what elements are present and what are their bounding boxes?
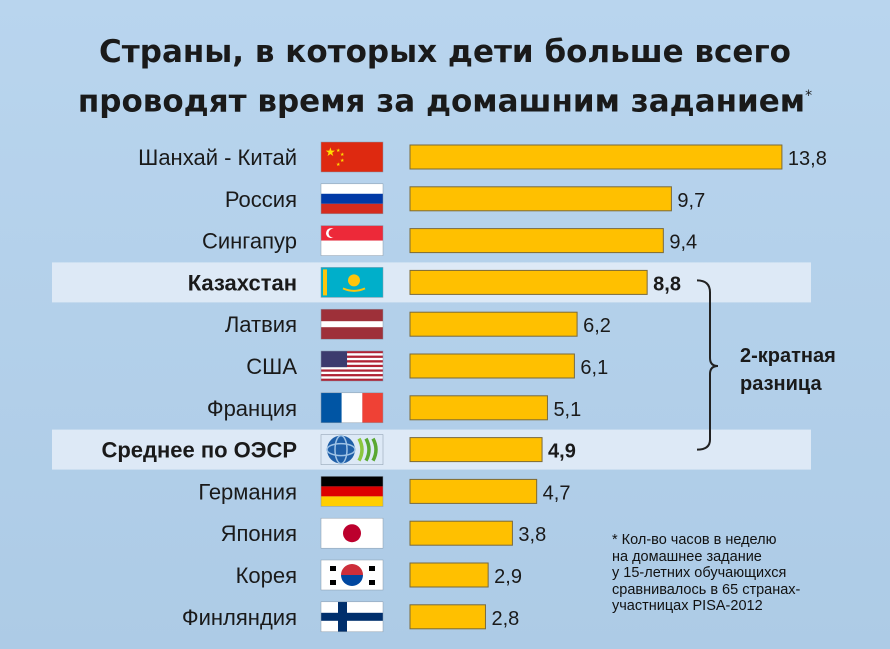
bar <box>409 604 486 630</box>
latvia-flag-icon <box>320 308 384 340</box>
bracket-label-line1: 2-кратная <box>740 345 836 367</box>
value-label: 6,2 <box>583 315 611 337</box>
bar <box>409 228 664 254</box>
category-label: Латвия <box>225 312 297 337</box>
footnote-line: у 15-летних обучающихся <box>612 565 787 581</box>
category-label: Корея <box>236 563 297 588</box>
bracket <box>696 279 719 451</box>
korea-flag-icon <box>320 559 384 591</box>
svg-text:★: ★ <box>336 162 341 168</box>
bar <box>409 395 548 421</box>
russia-flag-icon <box>320 183 384 215</box>
category-label: Япония <box>221 521 297 546</box>
bar <box>409 562 489 588</box>
title-line-2-text: проводят время за домашним заданием <box>77 83 806 120</box>
bar <box>409 269 648 295</box>
bar <box>409 520 513 546</box>
value-label: 5,1 <box>553 399 581 421</box>
oecd-flag-icon <box>320 434 384 465</box>
value-label: 8,8 <box>653 273 681 295</box>
svg-text:★: ★ <box>340 158 345 164</box>
footnote-line: сравнивалось в 65 странах- <box>612 581 801 598</box>
title-footnote-mark: * <box>805 88 813 104</box>
bar <box>409 437 543 463</box>
svg-text:★: ★ <box>336 148 341 154</box>
kazakhstan-flag-icon <box>320 267 384 298</box>
value-label: 2,8 <box>491 608 519 630</box>
chart-title: Страны, в которых дети больше всего пров… <box>0 30 890 123</box>
category-label: Казахстан <box>188 270 297 295</box>
value-label: 3,8 <box>518 524 546 546</box>
value-label: 9,4 <box>669 232 697 254</box>
bar <box>409 353 575 379</box>
category-label: США <box>246 354 297 379</box>
bar <box>409 144 783 170</box>
value-label: 9,7 <box>677 190 705 212</box>
bar <box>409 478 538 504</box>
france-flag-icon <box>320 392 384 424</box>
category-label: Сингапур <box>202 229 297 254</box>
germany-flag-icon <box>320 476 384 507</box>
category-label: Шанхай - Китай <box>138 145 297 170</box>
footnote-line: на домашнее задание <box>612 548 762 565</box>
usa-flag-icon <box>320 350 384 382</box>
bar <box>409 186 672 212</box>
finland-flag-icon <box>320 601 384 633</box>
singapore-flag-icon <box>320 225 384 256</box>
value-label: 4,9 <box>548 441 576 463</box>
category-label: Германия <box>198 479 297 504</box>
bracket-label-line2: разница <box>740 373 822 395</box>
category-label: Финляндия <box>182 605 297 630</box>
japan-flag-icon <box>320 517 384 549</box>
footnote-line: участницах PISA-2012 <box>612 598 763 614</box>
svg-text:★: ★ <box>325 145 336 159</box>
footnote: * Кол-во часов в неделю на домашнее зада… <box>612 532 882 615</box>
title-line-2: проводят время за домашним заданием* <box>0 74 890 123</box>
value-label: 6,1 <box>580 357 608 379</box>
category-label: Среднее по ОЭСР <box>101 438 297 463</box>
value-label: 4,7 <box>543 482 571 504</box>
china-flag-icon: ★ ★★★★ <box>320 141 384 173</box>
value-label: 2,9 <box>494 566 522 588</box>
category-label: Россия <box>225 187 297 212</box>
bar <box>409 311 578 337</box>
value-label: 13,8 <box>788 148 827 170</box>
category-label: Франция <box>207 396 297 421</box>
footnote-line: * Кол-во часов в неделю <box>612 532 777 548</box>
title-line-1: Страны, в которых дети больше всего <box>99 34 791 70</box>
svg-text:★: ★ <box>340 152 345 158</box>
